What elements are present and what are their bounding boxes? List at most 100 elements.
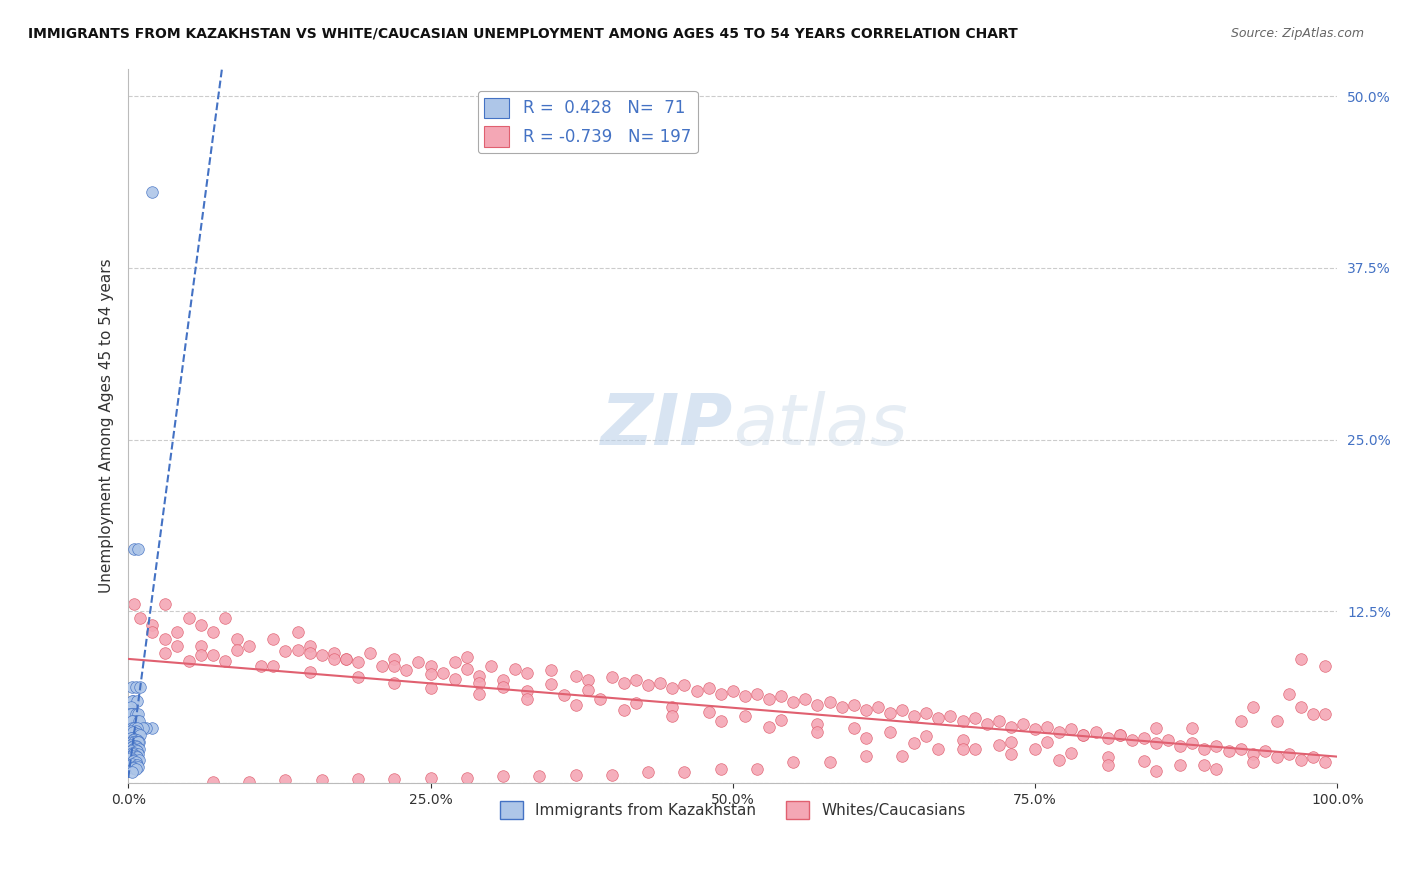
- Point: [831, 700, 853, 714]
- Point: [121, 714, 143, 729]
- Point: [432, 666, 454, 681]
- Point: [987, 738, 1010, 752]
- Point: [125, 714, 148, 729]
- Point: [122, 741, 145, 756]
- Point: [782, 695, 804, 709]
- Point: [371, 659, 394, 673]
- Point: [806, 717, 828, 731]
- Point: [124, 743, 146, 757]
- Point: [879, 725, 901, 739]
- Point: [128, 735, 150, 749]
- Point: [262, 659, 284, 673]
- Point: [125, 693, 148, 707]
- Point: [124, 707, 146, 722]
- Point: [650, 675, 672, 690]
- Point: [1315, 707, 1337, 722]
- Point: [121, 693, 143, 707]
- Point: [564, 768, 586, 782]
- Point: [122, 714, 145, 729]
- Point: [125, 740, 148, 755]
- Point: [806, 725, 828, 739]
- Point: [1278, 687, 1301, 701]
- Point: [153, 646, 176, 660]
- Text: Source: ZipAtlas.com: Source: ZipAtlas.com: [1230, 27, 1364, 40]
- Point: [127, 707, 149, 722]
- Point: [1133, 731, 1156, 745]
- Point: [891, 703, 914, 717]
- Point: [987, 714, 1010, 729]
- Point: [1229, 741, 1251, 756]
- Point: [238, 639, 260, 653]
- Point: [382, 652, 405, 666]
- Point: [322, 646, 344, 660]
- Point: [855, 748, 877, 763]
- Point: [274, 773, 297, 788]
- Point: [952, 733, 974, 747]
- Point: [121, 680, 143, 694]
- Point: [141, 624, 163, 639]
- Point: [124, 759, 146, 773]
- Point: [127, 759, 149, 773]
- Point: [122, 754, 145, 768]
- Point: [298, 639, 321, 653]
- Point: [903, 736, 925, 750]
- Point: [129, 680, 152, 694]
- Point: [685, 684, 707, 698]
- Point: [121, 765, 143, 780]
- Point: [177, 611, 200, 625]
- Point: [177, 654, 200, 668]
- Point: [1241, 747, 1264, 761]
- Point: [492, 673, 515, 687]
- Point: [124, 723, 146, 738]
- Point: [818, 756, 841, 770]
- Point: [855, 731, 877, 745]
- Point: [121, 707, 143, 722]
- Point: [661, 700, 683, 714]
- Point: [903, 708, 925, 723]
- Point: [1108, 728, 1130, 742]
- Point: [710, 762, 733, 776]
- Point: [1097, 750, 1119, 764]
- Point: [1289, 652, 1312, 666]
- Point: [600, 670, 623, 684]
- Point: [673, 765, 696, 780]
- Point: [697, 705, 720, 719]
- Point: [479, 659, 502, 673]
- Point: [1229, 714, 1251, 729]
- Point: [1144, 721, 1167, 735]
- Point: [124, 732, 146, 747]
- Point: [121, 735, 143, 749]
- Point: [120, 744, 142, 758]
- Point: [600, 768, 623, 782]
- Point: [120, 738, 142, 752]
- Point: [1181, 721, 1204, 735]
- Point: [395, 664, 418, 678]
- Point: [516, 684, 538, 698]
- Point: [576, 682, 599, 697]
- Point: [226, 632, 249, 646]
- Point: [1194, 741, 1216, 756]
- Point: [576, 673, 599, 687]
- Point: [721, 684, 744, 698]
- Point: [322, 652, 344, 666]
- Point: [589, 692, 612, 706]
- Point: [298, 646, 321, 660]
- Point: [311, 648, 333, 663]
- Point: [1265, 714, 1288, 729]
- Point: [806, 698, 828, 712]
- Point: [745, 687, 768, 701]
- Point: [842, 698, 865, 712]
- Point: [287, 642, 309, 657]
- Point: [1315, 659, 1337, 673]
- Point: [124, 721, 146, 735]
- Point: [141, 721, 163, 735]
- Point: [1302, 750, 1324, 764]
- Point: [564, 698, 586, 712]
- Point: [770, 690, 793, 704]
- Point: [1060, 746, 1083, 760]
- Point: [952, 714, 974, 729]
- Point: [125, 744, 148, 758]
- Point: [1315, 756, 1337, 770]
- Point: [120, 707, 142, 722]
- Point: [121, 721, 143, 735]
